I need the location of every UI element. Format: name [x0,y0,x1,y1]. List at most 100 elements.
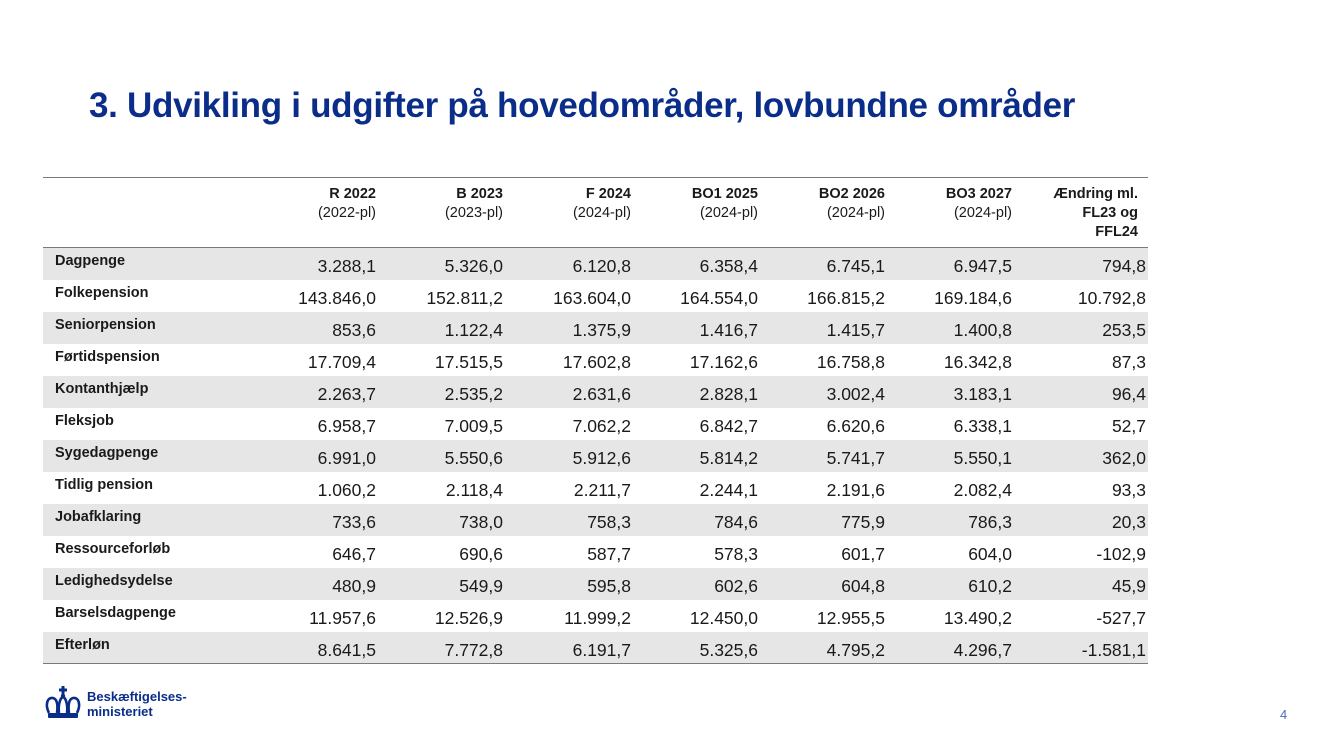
table-cell: 11.999,2 [564,607,631,628]
table-row: Barselsdagpenge 11.957,6 12.526,9 11.999,2 1… [43,600,1148,632]
table-cell: 758,3 [515,503,643,536]
row-label: Fleksjob [55,412,114,429]
table-cell: 1.060,2 [317,479,376,500]
table-row: Jobafklaring 733,6 738,0 758,3 784,6 775,9 786… [43,503,1148,536]
table-cell: 12.526,9 [434,607,503,628]
table-cell: 604,0 [968,543,1012,564]
table-cell: 2.631,6 [515,375,643,408]
table-cell: 587,7 [587,543,631,564]
column-header-line: Ændring ml. [1053,186,1138,202]
column-header-subtitle: (2024-pl) [572,205,631,221]
column-header-title: B 2023 [456,186,503,202]
table-cell: 4.795,2 [770,631,897,664]
row-label: Efterløn [43,631,270,664]
table-row: Folkepension 143.846,0 152.811,2 163.604,0 1… [43,280,1148,312]
table-cell: 601,7 [841,543,885,564]
table-cell: 549,9 [388,567,515,600]
table-cell: 152.811,2 [426,287,503,308]
table-cell: 1.416,7 [643,311,770,344]
table-cell: 6.947,5 [897,247,1024,280]
table-cell: 164.554,0 [680,287,758,308]
column-header-subtitle: (2023-pl) [444,205,503,221]
table-cell: 6.120,8 [515,247,643,280]
table-row: Tidlig pension 1.060,2 2.118,4 2.211,7 2.244… [43,472,1148,504]
table-cell: 96,4 [1024,375,1148,408]
table-cell: 3.002,4 [770,375,897,408]
table-cell: 690,6 [459,543,503,564]
table-cell: 45,9 [1024,567,1148,600]
column-header: B 2023 (2023-pl) [388,177,515,248]
table-cell: -102,9 [1096,543,1146,564]
table-cell: 6.620,6 [826,415,885,436]
table-cell: 6.958,7 [317,415,376,436]
row-label: Folkepension [55,284,149,301]
table-cell: 13.490,2 [943,607,1012,628]
table-cell: 853,6 [270,311,388,344]
table-cell: 5.550,1 [897,439,1024,472]
table-row: Fleksjob 6.958,7 7.009,5 7.062,2 6.842,7 6.62… [43,408,1148,440]
table-cell: 2.535,2 [388,375,515,408]
table-row: Dagpenge 3.288,1 5.326,0 6.120,8 6.358,4 6.74… [43,247,1148,280]
table-cell: 7.772,8 [388,631,515,664]
table-cell: 578,3 [714,543,758,564]
table-cell: 786,3 [897,503,1024,536]
table-cell: 738,0 [388,503,515,536]
table-cell: 7.009,5 [444,415,503,436]
table-cell: 775,9 [770,503,897,536]
table-cell: 4.296,7 [897,631,1024,664]
table-row: Førtidspension 17.709,4 17.515,5 17.602,8 17… [43,344,1148,376]
table-cell: 2.118,4 [445,479,503,500]
ministry-name-line2: ministeriet [87,704,153,719]
table-cell: 10.792,8 [1077,287,1146,308]
table-cell: 3.288,1 [270,247,388,280]
table-cell: 6.358,4 [643,247,770,280]
table-cell: 646,7 [332,543,376,564]
column-header-title: BO2 2026 [818,186,885,202]
table-row: Ressourceforløb 646,7 690,6 587,7 578,3 601,7… [43,536,1148,568]
row-label: Barselsdagpenge [55,604,176,621]
table-body: Dagpenge 3.288,1 5.326,0 6.120,8 6.358,4 6.74… [43,247,1148,664]
page-number: 4 [1280,707,1288,722]
table-cell: 2.191,6 [826,479,885,500]
table-cell: 166.815,2 [807,287,885,308]
column-header: BO1 2025 (2024-pl) [643,177,770,248]
table-cell: 794,8 [1024,247,1148,280]
table-cell: 602,6 [643,567,770,600]
row-label: Jobafklaring [43,503,270,536]
table-cell: 5.912,6 [515,439,643,472]
table-cell: 17.602,8 [562,351,631,372]
table-cell: 2.244,1 [699,479,758,500]
table-cell: 6.745,1 [770,247,897,280]
table-row: Ledighedsydelse 480,9 549,9 595,8 602,6 604,8… [43,567,1148,600]
table-cell: 5.550,6 [388,439,515,472]
table-cell: 169.184,6 [934,287,1012,308]
table-cell: 1.415,7 [770,311,897,344]
row-label: Ledighedsydelse [43,567,270,600]
table-cell: 3.183,1 [897,375,1024,408]
table-cell: 2.263,7 [270,375,388,408]
header-label-column [43,177,270,248]
table-cell: 6.842,7 [699,415,758,436]
table-cell: 16.758,8 [816,351,885,372]
column-header: F 2024 (2024-pl) [515,177,643,248]
page-title: 3. Udvikling i udgifter på hovedområder,… [89,86,1076,125]
table-cell: 2.211,7 [573,479,631,500]
table-cell: 143.846,0 [298,287,376,308]
table-row: Kontanthjælp 2.263,7 2.535,2 2.631,6 2.828,1… [43,375,1148,408]
table-cell: -1.581,1 [1024,631,1148,664]
column-header-subtitle: (2022-pl) [317,205,376,221]
table-cell: 5.741,7 [770,439,897,472]
table-cell: 480,9 [270,567,388,600]
crown-icon [45,686,81,718]
column-header-subtitle: (2024-pl) [953,205,1012,221]
column-header-line: FFL24 [1095,224,1138,240]
table-cell: 733,6 [270,503,388,536]
expenditure-table: R 2022 (2022-pl) B 2023 (2023-pl) F 2024… [43,177,1148,664]
table-cell: 17.709,4 [307,351,376,372]
table-cell: 16.342,8 [943,351,1012,372]
row-label: Ressourceforløb [55,540,171,557]
table-cell: 610,2 [897,567,1024,600]
table-cell: 12.450,0 [689,607,758,628]
table-cell: 2.082,4 [953,479,1012,500]
table-cell: 87,3 [1111,351,1146,372]
